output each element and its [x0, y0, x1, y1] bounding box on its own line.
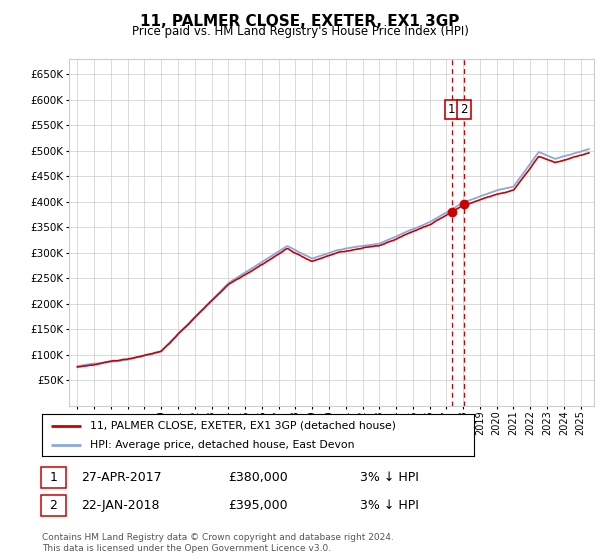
Text: HPI: Average price, detached house, East Devon: HPI: Average price, detached house, East… — [89, 440, 354, 450]
Text: £380,000: £380,000 — [228, 470, 288, 484]
Text: 3% ↓ HPI: 3% ↓ HPI — [360, 498, 419, 512]
Text: 22-JAN-2018: 22-JAN-2018 — [81, 498, 160, 512]
Text: 11, PALMER CLOSE, EXETER, EX1 3GP (detached house): 11, PALMER CLOSE, EXETER, EX1 3GP (detac… — [89, 421, 395, 431]
Text: 1: 1 — [448, 104, 455, 116]
Text: 11, PALMER CLOSE, EXETER, EX1 3GP: 11, PALMER CLOSE, EXETER, EX1 3GP — [140, 14, 460, 29]
Text: £395,000: £395,000 — [228, 498, 287, 512]
Text: 3% ↓ HPI: 3% ↓ HPI — [360, 470, 419, 484]
Text: Contains HM Land Registry data © Crown copyright and database right 2024.
This d: Contains HM Land Registry data © Crown c… — [42, 533, 394, 553]
Text: 2: 2 — [49, 498, 58, 512]
Text: Price paid vs. HM Land Registry's House Price Index (HPI): Price paid vs. HM Land Registry's House … — [131, 25, 469, 38]
Text: 27-APR-2017: 27-APR-2017 — [81, 470, 161, 484]
Text: 2: 2 — [460, 104, 468, 116]
Text: 1: 1 — [49, 470, 58, 484]
